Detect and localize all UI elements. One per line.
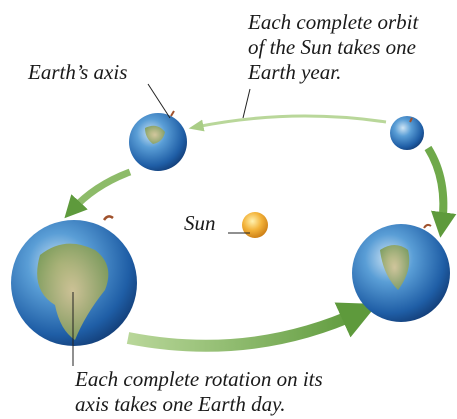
sun-label: Sun [184,211,216,235]
earth-top-left [129,111,187,171]
orbit-label: of the Sun takes one [248,35,416,59]
earth-left [11,216,137,346]
orbit-label: Each complete orbit [247,10,419,34]
earth-right [352,224,450,322]
earth-top-right [390,116,424,150]
orbit-label: Earth year. [247,60,341,84]
rotation-label: axis takes one Earth day. [75,392,286,416]
sun [242,212,268,238]
orbit-diagram: Each complete orbit of the Sun takes one… [0,0,457,419]
rotation-label: Each complete rotation on its [74,367,323,391]
axis-label: Earth’s axis [27,60,127,84]
